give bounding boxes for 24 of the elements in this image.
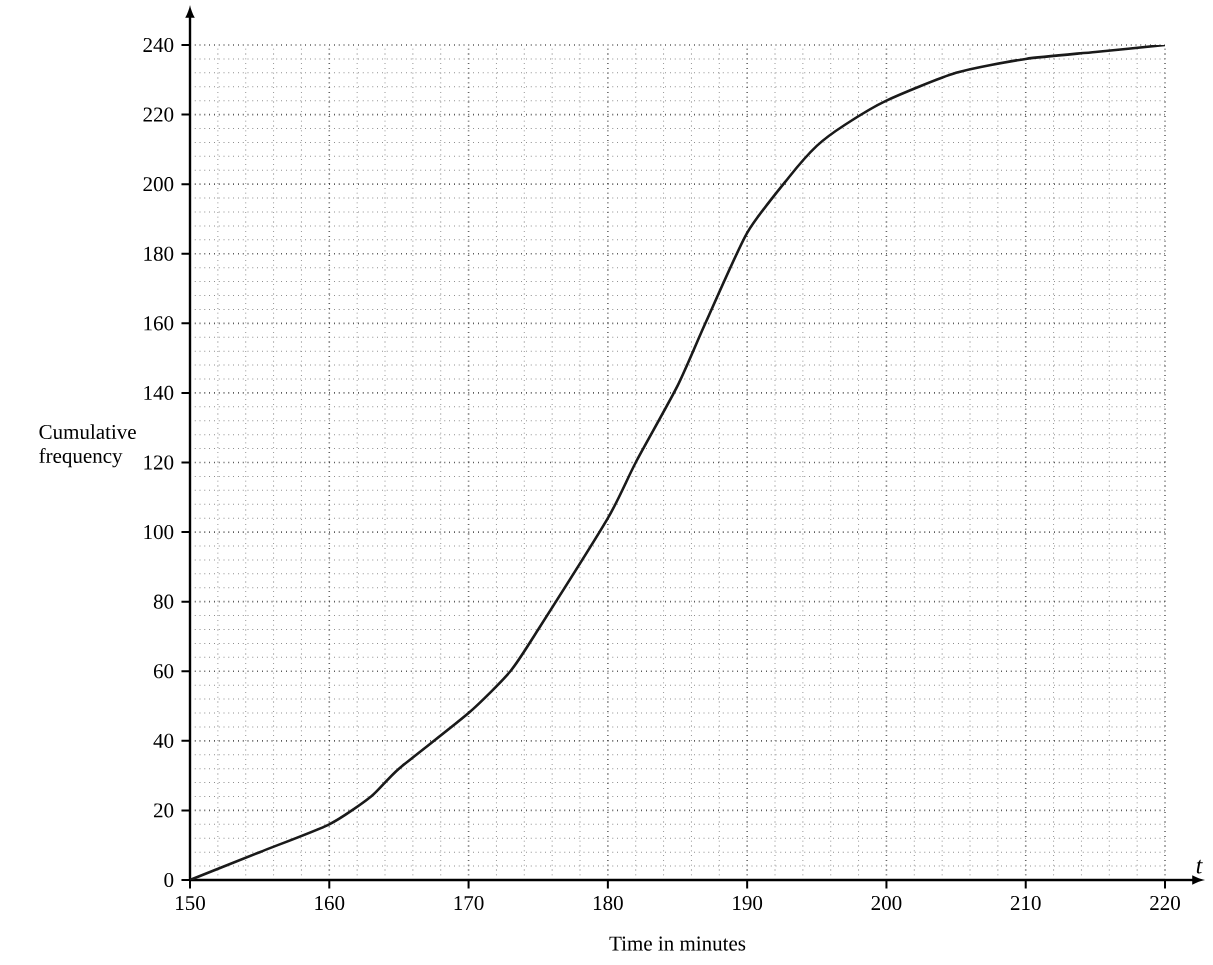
y-tick-label: 160 [144,316,174,331]
y-tick-label: 40 [153,733,174,748]
y-tick-label: 240 [143,37,174,53]
y-tick-label: 200 [143,177,174,192]
y-tick-label: 220 [143,107,174,122]
x-tick-label: 220 [1150,895,1180,911]
y-tick-label: 180 [144,246,174,261]
y-tick-label: 80 [153,594,174,609]
x-axis-title: Time in minutes [609,936,746,951]
x-tick-label: 180 [593,895,623,911]
y-tick-label: 0 [164,872,174,888]
y-axis-title: Cumulative frequency [39,424,136,468]
x-tick-label: 200 [871,895,902,911]
x-tick-label: 170 [454,895,484,911]
y-tick-label: 120 [144,455,174,470]
x-tick-label: 160 [315,895,345,911]
y-tick-label: 140 [144,385,174,401]
y-tick-label: 20 [153,803,174,818]
x-tick-label: 190 [733,895,763,911]
text: t [1196,859,1203,874]
y-tick-label: 60 [153,664,174,679]
y-tick-label: 100 [144,525,174,540]
x-tick-label: 150 [176,895,205,911]
x-tick-label: 210 [1010,895,1041,911]
